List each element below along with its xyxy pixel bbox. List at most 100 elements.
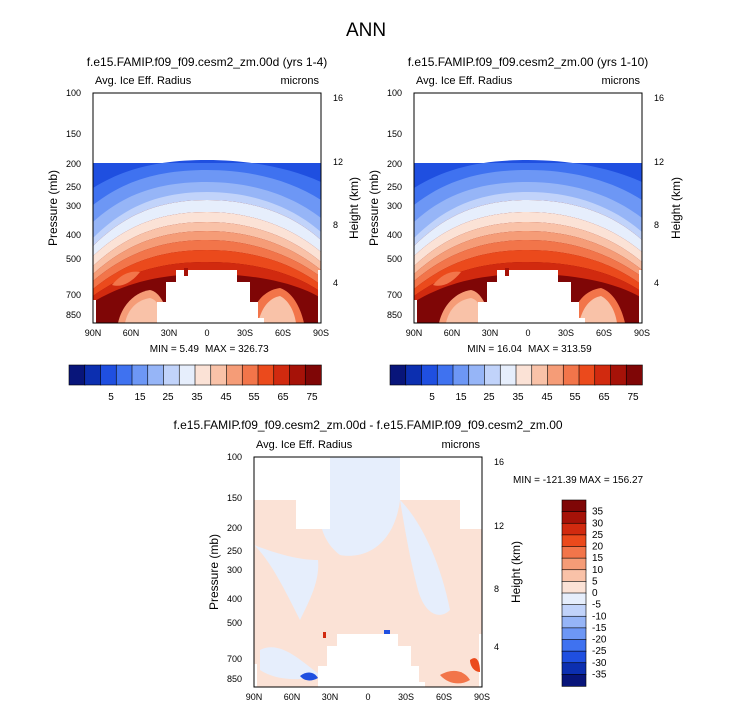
panel-c-cb-label: -30 <box>592 658 607 669</box>
panel-b-xtick: 0 <box>525 328 530 338</box>
panel-a-cb-label: 75 <box>306 392 318 403</box>
panel-b-cb-label: 45 <box>541 392 553 403</box>
panel-b-ytick: 500 <box>387 254 402 264</box>
panel-a-ytick: 850 <box>66 310 81 320</box>
panel-a-colorbar-swatches <box>68 364 322 386</box>
panel-b-ytick: 250 <box>387 182 402 192</box>
panel-a-xtick: 30S <box>237 328 253 338</box>
colorbar-swatch <box>289 364 306 386</box>
panel-c-cb-label: 35 <box>592 507 604 518</box>
panel-a-field-label: Avg. Ice Eff. Radius <box>95 75 192 87</box>
colorbar-swatch <box>68 364 86 386</box>
colorbar-swatch <box>468 364 486 386</box>
colorbar-swatch <box>405 364 423 386</box>
panel-c-ticks: 100 150 200 250 300 400 500 700 850 16 1… <box>227 452 504 702</box>
panel-a-ytick: 100 <box>66 88 81 98</box>
colorbar-swatch <box>484 364 501 386</box>
panel-c-xtick: 30S <box>398 692 414 702</box>
panel-a-ytick-right: 8 <box>333 220 338 230</box>
panel-b-frame <box>413 92 643 324</box>
colorbar-swatch <box>100 364 117 386</box>
colorbar-swatch <box>131 364 149 386</box>
panel-b-max: MAX = 313.59 <box>528 344 592 355</box>
panel-a-title: f.e15.FAMIP.f09_f09.cesm2_zm.00d (yrs 1-… <box>87 55 328 69</box>
panel-c-ytick: 300 <box>227 565 242 575</box>
panel-b-colorbar-swatches <box>389 364 643 386</box>
colorbar-swatch <box>257 364 275 386</box>
colorbar-swatch <box>436 364 454 386</box>
colorbar-swatch <box>194 364 212 386</box>
panel-c-ytick: 400 <box>227 594 242 604</box>
panel-a-colorbar: 5 15 25 35 45 55 65 75 <box>68 364 322 403</box>
panel-b-title: f.e15.FAMIP.f09_f09.cesm2_zm.00 (yrs 1-1… <box>408 55 649 69</box>
panel-a-ytick-right: 12 <box>333 157 343 167</box>
panel-b-xtick: 60S <box>596 328 612 338</box>
panel-c-ytick-right: 16 <box>494 457 504 467</box>
panel-a-cb-label: 55 <box>248 392 260 403</box>
colorbar-swatch <box>561 627 587 641</box>
panel-c-xtick: 60S <box>436 692 452 702</box>
panel-c-units-label: microns <box>441 439 480 451</box>
panel-a-cb-label: 65 <box>277 392 289 403</box>
panel-b-ytick: 400 <box>387 230 402 240</box>
panel-c-ylabel-right: Height (km) <box>509 541 523 603</box>
panel-c-cb-label: 10 <box>592 565 604 576</box>
panel-b-ticks: 100 150 200 250 300 400 500 700 850 16 1… <box>387 88 664 338</box>
panel-c-cb-label: 25 <box>592 530 604 541</box>
panel-c-ytick: 200 <box>227 523 242 533</box>
colorbar-swatch <box>561 499 587 513</box>
panel-a-xtick: 60S <box>275 328 291 338</box>
panel-a-xtick: 0 <box>204 328 209 338</box>
panel-a-cb-label: 15 <box>134 392 146 403</box>
colorbar-swatch <box>241 364 259 386</box>
panel-a-ytick: 700 <box>66 290 81 300</box>
colorbar-swatch <box>561 522 587 536</box>
panel-a-cb-label: 45 <box>220 392 232 403</box>
panel-c-ytick-right: 12 <box>494 521 504 531</box>
panel-b-ytick: 850 <box>387 310 402 320</box>
panel-a-ytick-right: 16 <box>333 93 343 103</box>
panel-b-field-label: Avg. Ice Eff. Radius <box>416 75 513 87</box>
colorbar-swatch <box>115 364 133 386</box>
panel-c-cb-label: -25 <box>592 646 607 657</box>
panel-b-cb-label: 75 <box>627 392 639 403</box>
panel-c-xtick: 0 <box>365 692 370 702</box>
panel-c-ytick: 850 <box>227 674 242 684</box>
colorbar-swatch <box>561 557 587 571</box>
colorbar-swatch <box>226 364 243 386</box>
colorbar-swatch <box>515 364 533 386</box>
panel-c-cb-label: 20 <box>592 542 604 553</box>
colorbar-swatch <box>304 364 322 386</box>
colorbar-swatch <box>561 546 587 559</box>
panel-c-cb-label: 30 <box>592 518 604 529</box>
panel-a-ytick: 300 <box>66 201 81 211</box>
colorbar-swatch <box>163 364 180 386</box>
panel-b-ytick-right: 12 <box>654 157 664 167</box>
panel-b-ytick: 700 <box>387 290 402 300</box>
panel-c-cb-label: 0 <box>592 588 598 599</box>
panel-b-cb-label: 65 <box>598 392 610 403</box>
panel-a-ylabel: Pressure (mb) <box>46 170 60 246</box>
panel-b-xtick: 30N <box>482 328 499 338</box>
panel-c-xtick: 30N <box>322 692 339 702</box>
colorbar-swatch <box>625 364 643 386</box>
panel-a-xtick: 90N <box>85 328 102 338</box>
colorbar-swatch <box>499 364 517 386</box>
panel-b-cb-label: 25 <box>483 392 495 403</box>
colorbar-swatch <box>389 364 407 386</box>
panel-b-ytick-right: 16 <box>654 93 664 103</box>
colorbar-swatch <box>421 364 438 386</box>
colorbar-swatch <box>561 534 587 548</box>
panel-c-cb-label: -5 <box>592 600 601 611</box>
panel-c-xtick: 60N <box>284 692 301 702</box>
panel-b-colorbar: 5 15 25 35 45 55 65 75 <box>389 364 643 403</box>
panel-c-colorbar-swatches <box>561 499 587 687</box>
colorbar-swatch <box>562 364 580 386</box>
panel-b-ylabel: Pressure (mb) <box>367 170 381 246</box>
panel-c-frame <box>253 456 483 688</box>
panel-c-field-label: Avg. Ice Eff. Radius <box>256 439 353 451</box>
colorbar-swatch <box>452 364 470 386</box>
panel-b-ytick-right: 4 <box>654 278 659 288</box>
